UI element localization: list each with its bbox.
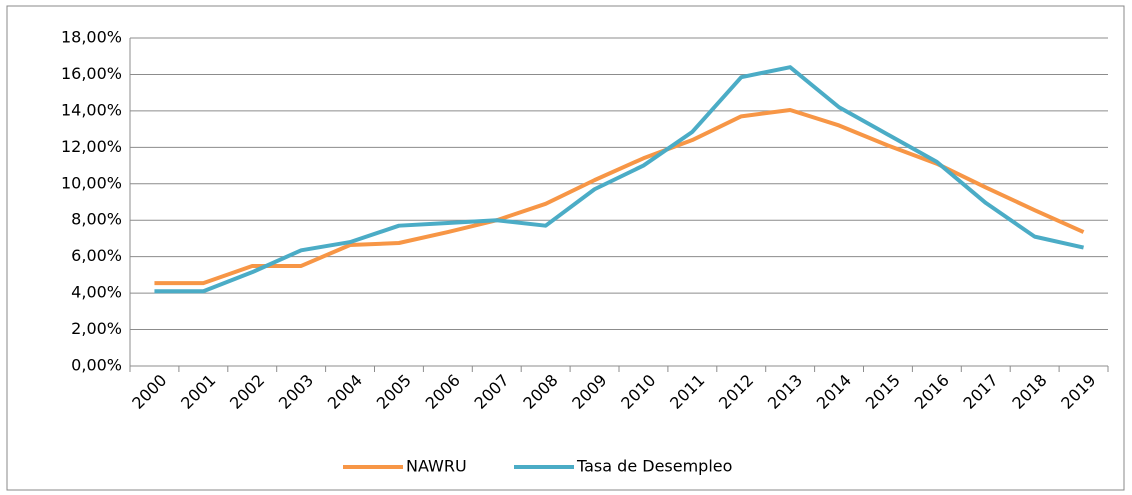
y-tick-label: 10,00% [61, 173, 122, 192]
chart-frame [6, 5, 1125, 491]
y-tick-label: 6,00% [71, 246, 122, 265]
legend-label: Tasa de Desempleo [576, 457, 732, 476]
y-tick-label: 8,00% [71, 210, 122, 229]
y-tick-label: 18,00% [61, 28, 122, 47]
legend-label: NAWRU [406, 457, 467, 476]
y-tick-label: 0,00% [71, 356, 122, 375]
series-line [154, 107, 1085, 286]
series-line [154, 65, 1084, 294]
y-tick-label: 12,00% [61, 137, 122, 156]
y-tick-label: 14,00% [61, 100, 122, 119]
y-tick-label: 2,00% [71, 319, 122, 338]
y-tick-label: 4,00% [71, 283, 122, 302]
y-tick-label: 16,00% [61, 64, 122, 83]
